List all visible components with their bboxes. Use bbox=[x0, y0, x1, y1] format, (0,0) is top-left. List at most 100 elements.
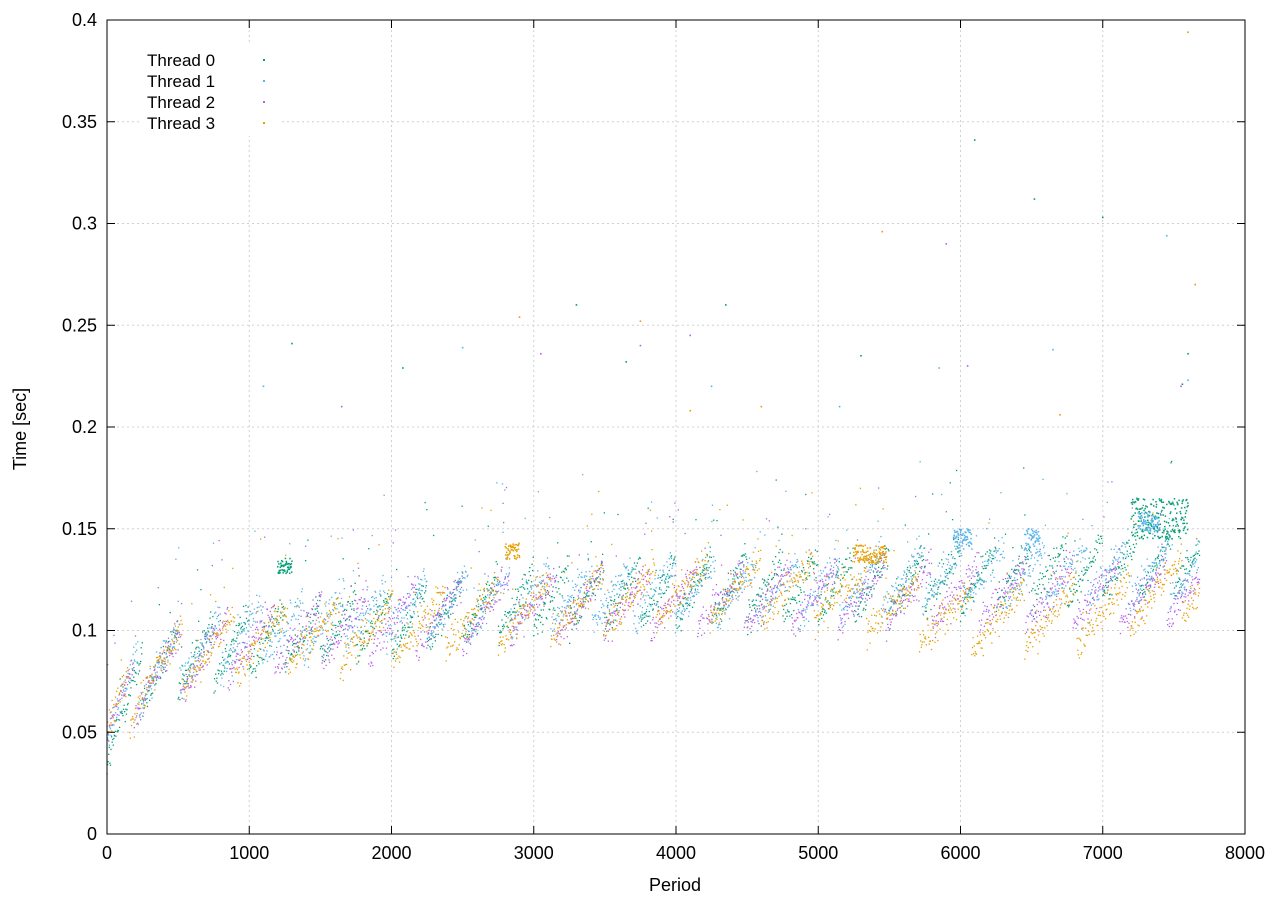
data-point bbox=[1036, 532, 1038, 534]
data-point bbox=[699, 567, 700, 568]
data-point bbox=[1010, 578, 1011, 579]
data-point bbox=[877, 521, 878, 522]
data-point bbox=[463, 577, 464, 578]
data-point bbox=[183, 698, 184, 699]
data-point bbox=[323, 657, 324, 658]
data-point bbox=[263, 659, 264, 660]
data-point bbox=[241, 649, 242, 650]
data-point bbox=[1189, 573, 1190, 574]
data-point bbox=[633, 578, 634, 579]
data-point bbox=[175, 636, 176, 637]
data-point bbox=[979, 579, 980, 580]
data-point bbox=[320, 627, 321, 628]
data-point bbox=[147, 698, 148, 699]
data-point bbox=[929, 592, 930, 593]
data-point bbox=[629, 558, 630, 559]
data-point bbox=[1131, 532, 1133, 534]
data-point bbox=[821, 618, 822, 619]
data-point bbox=[239, 624, 240, 625]
data-point bbox=[143, 705, 144, 706]
data-point bbox=[698, 585, 699, 586]
data-point bbox=[385, 598, 386, 599]
data-point bbox=[761, 589, 762, 590]
data-point bbox=[696, 585, 697, 586]
data-point bbox=[219, 663, 220, 664]
data-point bbox=[321, 662, 322, 663]
data-point bbox=[1145, 528, 1147, 530]
data-point bbox=[1091, 604, 1092, 605]
data-point bbox=[566, 606, 567, 607]
data-point bbox=[988, 563, 989, 564]
data-point bbox=[195, 681, 196, 682]
data-point bbox=[461, 581, 462, 582]
data-point bbox=[1142, 538, 1144, 540]
data-point bbox=[494, 579, 495, 580]
data-point bbox=[984, 580, 985, 581]
data-point bbox=[698, 581, 699, 582]
data-point bbox=[1108, 572, 1109, 573]
data-point bbox=[1118, 558, 1119, 559]
data-point bbox=[376, 597, 377, 598]
data-point bbox=[282, 628, 283, 629]
data-point bbox=[1154, 531, 1156, 533]
data-point bbox=[695, 584, 696, 585]
data-point bbox=[296, 605, 297, 606]
data-point bbox=[608, 623, 609, 624]
data-point bbox=[1046, 571, 1047, 572]
data-point bbox=[186, 682, 187, 683]
data-point bbox=[560, 610, 561, 611]
data-point bbox=[283, 635, 284, 636]
data-point bbox=[943, 580, 944, 581]
data-point bbox=[661, 580, 662, 581]
data-point bbox=[458, 584, 459, 585]
data-point bbox=[1100, 566, 1101, 567]
data-point bbox=[441, 622, 442, 623]
data-point bbox=[224, 671, 225, 672]
data-point bbox=[865, 609, 866, 610]
data-point bbox=[1025, 563, 1026, 564]
data-point bbox=[383, 633, 384, 634]
data-point bbox=[351, 625, 352, 626]
data-point bbox=[340, 640, 341, 641]
data-point bbox=[214, 678, 215, 679]
data-point bbox=[360, 613, 361, 614]
data-point bbox=[706, 569, 707, 570]
data-point bbox=[552, 586, 553, 587]
data-point bbox=[633, 610, 634, 611]
data-point bbox=[583, 583, 584, 584]
data-point bbox=[302, 626, 303, 627]
data-point bbox=[612, 627, 613, 628]
data-point bbox=[401, 637, 402, 638]
data-point bbox=[480, 605, 481, 606]
data-point bbox=[1106, 582, 1107, 583]
data-point bbox=[1160, 514, 1162, 516]
data-point bbox=[422, 645, 423, 646]
data-point bbox=[278, 622, 279, 623]
data-point bbox=[511, 618, 512, 619]
data-point bbox=[716, 616, 717, 617]
data-point bbox=[747, 620, 748, 621]
data-point bbox=[539, 615, 540, 616]
data-point bbox=[892, 613, 893, 614]
data-point bbox=[366, 606, 367, 607]
data-point bbox=[1159, 498, 1161, 500]
data-point bbox=[725, 589, 726, 590]
data-point bbox=[1173, 504, 1174, 505]
data-point bbox=[773, 577, 774, 578]
data-point bbox=[361, 608, 362, 609]
data-point bbox=[1148, 516, 1150, 518]
data-point bbox=[1041, 557, 1042, 558]
data-point bbox=[405, 607, 406, 608]
data-point bbox=[554, 610, 555, 611]
data-point bbox=[682, 604, 683, 605]
data-point bbox=[496, 584, 497, 585]
data-point bbox=[220, 639, 221, 640]
outlier-point bbox=[1166, 235, 1168, 237]
data-point bbox=[787, 611, 788, 612]
data-point bbox=[1119, 557, 1120, 558]
data-point bbox=[814, 579, 815, 580]
data-point bbox=[164, 652, 165, 653]
data-point bbox=[162, 663, 163, 664]
data-point bbox=[616, 608, 617, 609]
data-point bbox=[830, 562, 831, 563]
